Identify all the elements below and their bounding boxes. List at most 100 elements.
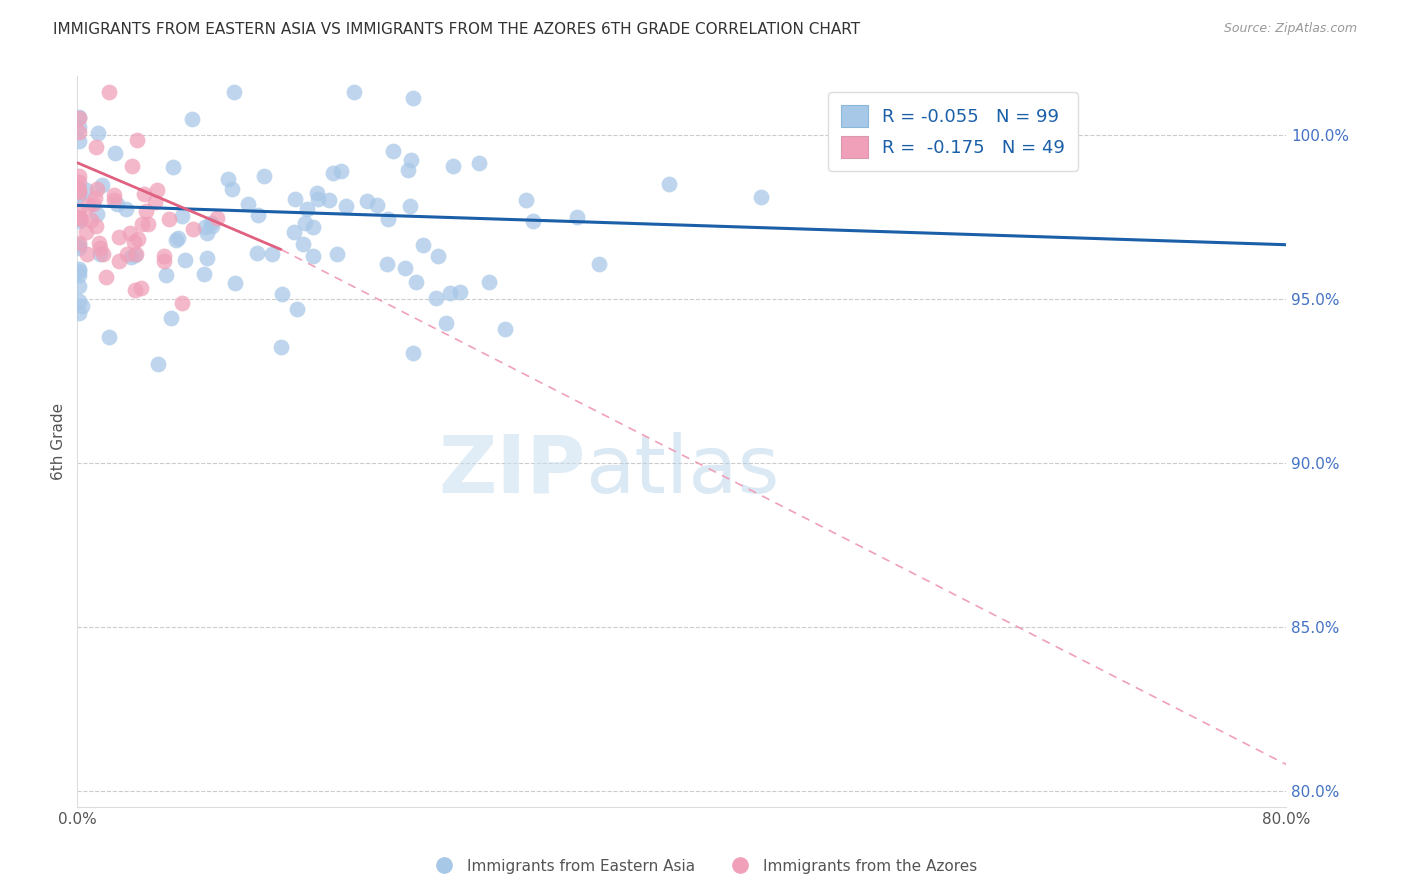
Point: [124, 248, 146, 262]
Point: [86, 181, 108, 195]
Point: [307, 192, 329, 206]
Point: [205, 211, 228, 226]
Point: [283, 225, 305, 239]
Point: [143, 195, 166, 210]
Point: [401, 153, 423, 167]
Point: [132, 186, 155, 201]
Point: [105, 196, 128, 211]
Point: [236, 197, 259, 211]
Point: [67, 293, 90, 308]
Point: [108, 230, 131, 244]
Y-axis label: 6th Grade: 6th Grade: [51, 403, 66, 480]
Point: [121, 159, 143, 173]
Point: [221, 182, 243, 196]
Point: [307, 186, 329, 200]
Point: [224, 276, 246, 290]
Point: [155, 268, 177, 282]
Point: [217, 171, 239, 186]
Point: [162, 160, 184, 174]
Point: [172, 209, 194, 223]
Point: [394, 261, 416, 276]
Point: [103, 188, 125, 202]
Point: [494, 322, 516, 336]
Point: [67, 211, 90, 226]
Point: [405, 275, 427, 289]
Point: [69, 211, 91, 225]
Point: [181, 112, 204, 126]
Point: [588, 257, 610, 271]
Point: [326, 247, 349, 261]
Text: Source: ZipAtlas.com: Source: ZipAtlas.com: [1223, 22, 1357, 36]
Point: [153, 249, 176, 263]
Point: [170, 295, 193, 310]
Point: [195, 252, 218, 266]
Point: [468, 156, 491, 170]
Point: [515, 194, 537, 208]
Point: [75, 184, 97, 198]
Point: [131, 217, 153, 231]
Point: [67, 264, 90, 278]
Point: [86, 206, 108, 220]
Point: [115, 202, 138, 216]
Point: [222, 85, 245, 99]
Point: [343, 85, 366, 99]
Point: [91, 178, 114, 193]
Point: [67, 175, 90, 189]
Point: [82, 197, 104, 211]
Point: [67, 134, 90, 148]
Point: [87, 235, 110, 250]
Point: [86, 140, 108, 154]
Point: [146, 357, 169, 371]
Point: [270, 340, 292, 354]
Point: [93, 246, 115, 260]
Point: [89, 241, 111, 255]
Point: [67, 202, 90, 217]
Point: [96, 270, 118, 285]
Point: [157, 212, 180, 227]
Text: atlas: atlas: [585, 432, 779, 510]
Point: [67, 169, 90, 183]
Point: [67, 241, 90, 255]
Text: ZIP: ZIP: [437, 432, 585, 510]
Point: [439, 286, 461, 301]
Point: [366, 198, 388, 212]
Point: [87, 126, 110, 140]
Point: [295, 202, 318, 216]
Point: [522, 214, 544, 228]
Point: [84, 191, 107, 205]
Point: [301, 249, 323, 263]
Point: [67, 306, 90, 320]
Point: [146, 183, 169, 197]
Point: [67, 183, 90, 197]
Point: [67, 181, 90, 195]
Point: [70, 300, 93, 314]
Point: [318, 193, 340, 207]
Point: [117, 247, 139, 261]
Point: [253, 169, 276, 184]
Point: [127, 133, 149, 147]
Point: [377, 211, 399, 226]
Point: [195, 226, 218, 240]
Point: [67, 188, 90, 202]
Point: [301, 219, 323, 234]
Point: [412, 238, 434, 252]
Point: [127, 232, 149, 246]
Point: [193, 219, 215, 234]
Point: [402, 91, 425, 105]
Point: [67, 111, 90, 125]
Point: [67, 262, 90, 277]
Point: [285, 302, 308, 317]
Point: [427, 249, 450, 263]
Point: [183, 221, 205, 235]
Legend: Immigrants from Eastern Asia, Immigrants from the Azores: Immigrants from Eastern Asia, Immigrants…: [422, 853, 984, 880]
Point: [67, 268, 90, 282]
Point: [67, 214, 90, 228]
Point: [103, 194, 125, 208]
Point: [89, 247, 111, 261]
Point: [104, 146, 127, 161]
Point: [200, 216, 222, 230]
Point: [67, 187, 90, 202]
Point: [193, 267, 215, 281]
Point: [260, 247, 283, 261]
Point: [449, 285, 471, 299]
